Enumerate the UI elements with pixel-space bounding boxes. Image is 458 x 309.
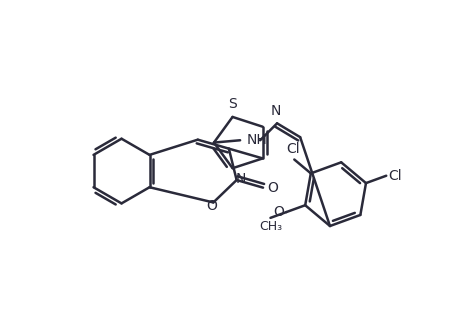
Text: O: O [273, 205, 284, 219]
Text: Cl: Cl [286, 142, 300, 156]
Text: N: N [235, 172, 246, 186]
Text: O: O [207, 199, 217, 213]
Text: Cl: Cl [388, 169, 402, 183]
Text: NH: NH [246, 133, 267, 147]
Text: O: O [267, 181, 278, 195]
Text: S: S [228, 97, 237, 111]
Text: CH₃: CH₃ [259, 220, 282, 233]
Text: N: N [270, 104, 281, 118]
